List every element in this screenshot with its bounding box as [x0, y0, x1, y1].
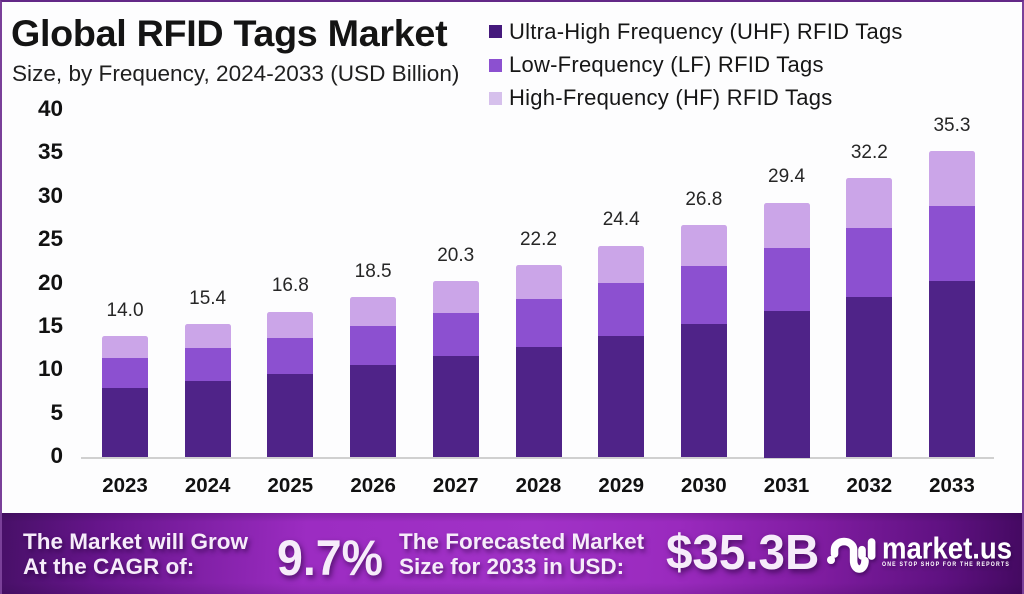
svg-text:ONE STOP SHOP FOR THE REPORTS: ONE STOP SHOP FOR THE REPORTS — [882, 561, 1010, 568]
svg-text:market.us: market.us — [882, 534, 1012, 566]
